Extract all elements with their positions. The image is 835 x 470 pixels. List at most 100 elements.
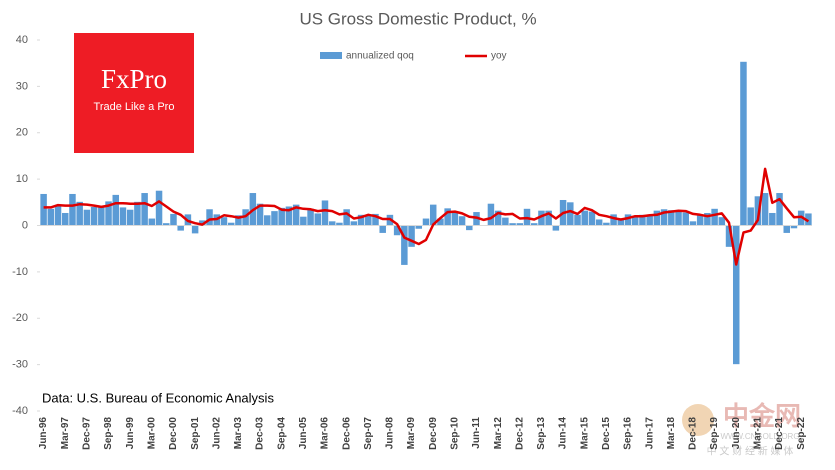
bar xyxy=(660,209,668,226)
x-tick-label: Sep-98 xyxy=(103,417,114,450)
bar xyxy=(134,201,141,226)
y-tick-label: 20 xyxy=(16,127,28,139)
bar xyxy=(119,207,127,226)
bar xyxy=(40,193,47,226)
x-tick-label: Dec-03 xyxy=(255,417,266,450)
bar xyxy=(509,223,516,226)
bar xyxy=(530,223,538,226)
x-tick-label: Dec-09 xyxy=(428,417,439,450)
x-tick-label: Sep-10 xyxy=(450,417,461,450)
x-tick-label: Sep-01 xyxy=(190,417,201,450)
bar xyxy=(47,208,55,226)
bar xyxy=(69,193,76,226)
bar xyxy=(805,213,812,226)
bar xyxy=(437,218,444,226)
bar xyxy=(429,204,437,226)
x-tick-label: Jun-99 xyxy=(125,417,136,450)
x-tick-label: Dec-97 xyxy=(82,417,93,450)
bar xyxy=(646,215,653,226)
bar xyxy=(769,212,776,226)
bar xyxy=(350,221,358,226)
bar xyxy=(711,208,718,226)
bar xyxy=(365,215,372,226)
bar xyxy=(379,225,386,233)
legend-label: annualized qoq xyxy=(346,51,414,62)
bar xyxy=(206,209,213,226)
bar xyxy=(595,219,603,226)
bar xyxy=(408,225,415,247)
x-tick-label: Mar-09 xyxy=(406,417,417,450)
x-tick-label: Jun-17 xyxy=(644,417,655,450)
logo-tagline: Trade Like a Pro xyxy=(94,101,175,113)
x-tick-label: Jun-02 xyxy=(211,417,222,450)
x-tick-label: Sep-16 xyxy=(623,417,634,450)
x-tick-label: Mar-00 xyxy=(146,417,157,450)
bar xyxy=(343,209,350,226)
bar xyxy=(639,214,646,226)
bar xyxy=(574,214,581,226)
bar xyxy=(732,225,740,365)
bar xyxy=(336,222,343,226)
bar xyxy=(494,210,502,226)
bar xyxy=(235,215,242,226)
legend-label: yoy xyxy=(491,51,507,62)
bar xyxy=(54,205,62,226)
bar xyxy=(112,194,120,226)
bar xyxy=(516,223,524,226)
bar xyxy=(98,207,105,226)
bar xyxy=(285,206,293,226)
source-note: Data: U.S. Bureau of Economic Analysis xyxy=(42,390,274,405)
bar xyxy=(155,190,163,226)
bar xyxy=(126,209,134,226)
bar xyxy=(610,214,617,226)
y-tick-label: 0 xyxy=(22,219,28,231)
bar xyxy=(689,221,697,226)
x-tick-label: Dec-00 xyxy=(168,417,179,450)
bar xyxy=(747,207,754,226)
legend-swatch xyxy=(320,52,342,59)
bar xyxy=(653,210,661,226)
bar xyxy=(466,225,473,231)
watermark-name: 中金网 xyxy=(723,401,801,431)
bar xyxy=(588,211,596,226)
bar xyxy=(545,210,552,226)
bar xyxy=(62,212,69,226)
bar xyxy=(401,225,408,265)
bar xyxy=(682,212,689,226)
bar xyxy=(314,213,322,226)
chart-title: US Gross Domestic Product, % xyxy=(299,9,536,28)
y-tick-label: -10 xyxy=(12,266,28,278)
bar xyxy=(776,193,783,226)
bar xyxy=(458,216,466,226)
bar xyxy=(444,208,451,226)
x-tick-label: Mar-18 xyxy=(666,417,677,450)
y-tick-label: 30 xyxy=(16,80,28,92)
bar xyxy=(422,218,430,226)
bar xyxy=(278,207,285,226)
x-tick-label: Dec-21 xyxy=(774,417,785,450)
bar xyxy=(704,212,711,226)
bar xyxy=(624,214,632,226)
x-tick-label: Mar-97 xyxy=(60,417,71,450)
y-tick-label: 10 xyxy=(16,173,28,185)
bar xyxy=(199,220,206,226)
bar xyxy=(538,210,545,226)
bar xyxy=(567,202,574,226)
x-tick-label: Jun-20 xyxy=(731,417,742,450)
bar xyxy=(718,217,726,226)
bar xyxy=(725,225,733,247)
x-tick-label: Jun-96 xyxy=(38,417,49,450)
watermark-tagline: 中 文 财 经 新 媒 体 xyxy=(707,445,794,458)
bar xyxy=(264,215,271,226)
watermark-url: WWW.CNGOLD.ORG xyxy=(720,432,799,441)
x-tick-label: Jun-14 xyxy=(558,417,569,450)
x-tick-label: Sep-13 xyxy=(536,417,547,450)
bar xyxy=(163,223,170,226)
bar xyxy=(783,225,790,233)
bar xyxy=(148,218,156,226)
x-tick-label: Sep-07 xyxy=(363,417,374,450)
bar xyxy=(90,206,98,226)
bar xyxy=(393,225,401,236)
watermark-icon xyxy=(682,404,714,436)
watermark: 中金网 WWW.CNGOLD.ORG 中 文 财 经 新 媒 体 xyxy=(682,401,801,458)
